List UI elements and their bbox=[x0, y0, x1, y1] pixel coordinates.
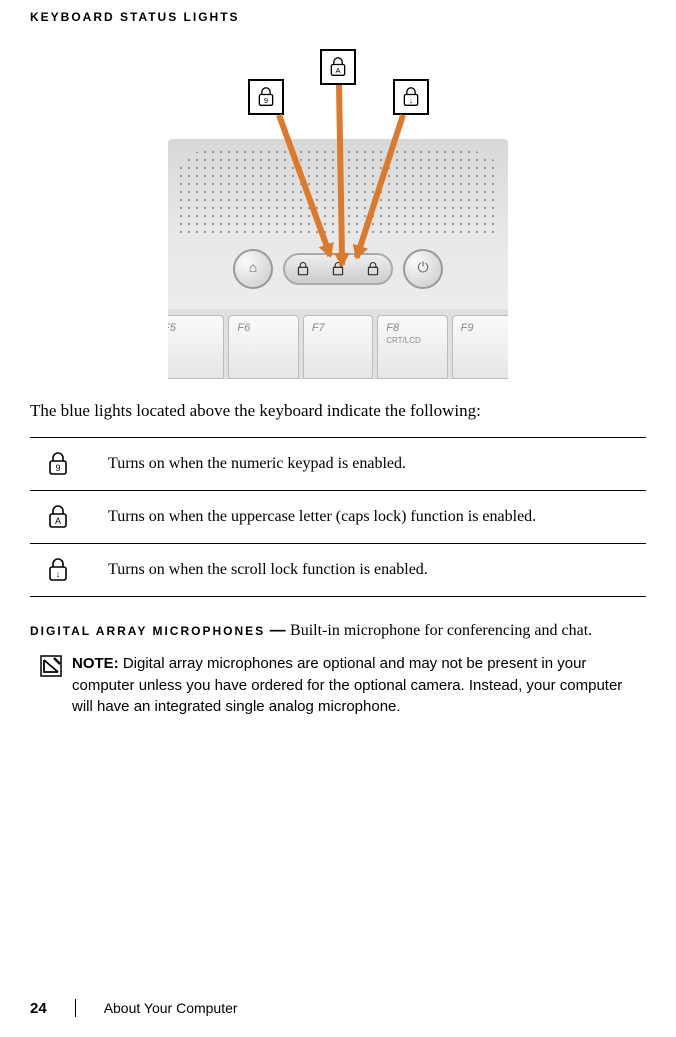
svg-text:9: 9 bbox=[264, 96, 268, 105]
key-f6: F6 bbox=[228, 315, 298, 379]
key-f7: F7 bbox=[303, 315, 373, 379]
svg-text:↓: ↓ bbox=[409, 96, 413, 105]
page-footer: 24 About Your Computer bbox=[30, 999, 238, 1017]
intro-text: The blue lights located above the keyboa… bbox=[30, 399, 646, 423]
power-button-graphic: ⏻ bbox=[403, 249, 443, 289]
table-row: 9 Turns on when the numeric keypad is en… bbox=[30, 438, 646, 491]
page-number: 24 bbox=[30, 1000, 47, 1017]
key-f9: F9 bbox=[452, 315, 508, 379]
footer-divider bbox=[75, 999, 76, 1017]
table-row: ↓ Turns on when the scroll lock function… bbox=[30, 544, 646, 597]
svg-text:9: 9 bbox=[55, 463, 60, 473]
svg-text:↓: ↓ bbox=[56, 569, 61, 579]
key-f8: F8CRT/LCD bbox=[377, 315, 447, 379]
section-heading: KEYBOARD STATUS LIGHTS bbox=[30, 10, 646, 24]
svg-text:A: A bbox=[55, 516, 61, 526]
keyboard-illustration: ⌂ ⏻ F5 F6 F7 F8CRT/LCD F9 9 A ↓ bbox=[168, 39, 508, 379]
mic-paragraph: DIGITAL ARRAY MICROPHONES — Built-in mic… bbox=[30, 619, 646, 643]
table-row: A Turns on when the uppercase letter (ca… bbox=[30, 491, 646, 544]
callout-capslock: A bbox=[320, 49, 356, 85]
home-button-graphic: ⌂ bbox=[233, 249, 273, 289]
note-text: NOTE: Digital array microphones are opti… bbox=[72, 653, 646, 718]
mic-heading: DIGITAL ARRAY MICROPHONES bbox=[30, 624, 265, 638]
footer-section-title: About Your Computer bbox=[104, 1000, 238, 1016]
scrolllock-desc: Turns on when the scroll lock function i… bbox=[108, 561, 428, 579]
capslock-desc: Turns on when the uppercase letter (caps… bbox=[108, 508, 536, 526]
numlock-icon: 9 bbox=[48, 452, 68, 476]
numlock-desc: Turns on when the numeric keypad is enab… bbox=[108, 455, 406, 473]
key-f5: F5 bbox=[168, 315, 224, 379]
svg-text:A: A bbox=[335, 66, 340, 75]
capslock-icon: A bbox=[48, 505, 68, 529]
note-icon bbox=[40, 655, 62, 677]
mic-desc: Built-in microphone for conferencing and… bbox=[290, 622, 592, 639]
callout-scrolllock: ↓ bbox=[393, 79, 429, 115]
scrolllock-icon: ↓ bbox=[48, 558, 68, 582]
status-lights-table: 9 Turns on when the numeric keypad is en… bbox=[30, 437, 646, 597]
note-block: NOTE: Digital array microphones are opti… bbox=[30, 653, 646, 718]
callout-numlock: 9 bbox=[248, 79, 284, 115]
